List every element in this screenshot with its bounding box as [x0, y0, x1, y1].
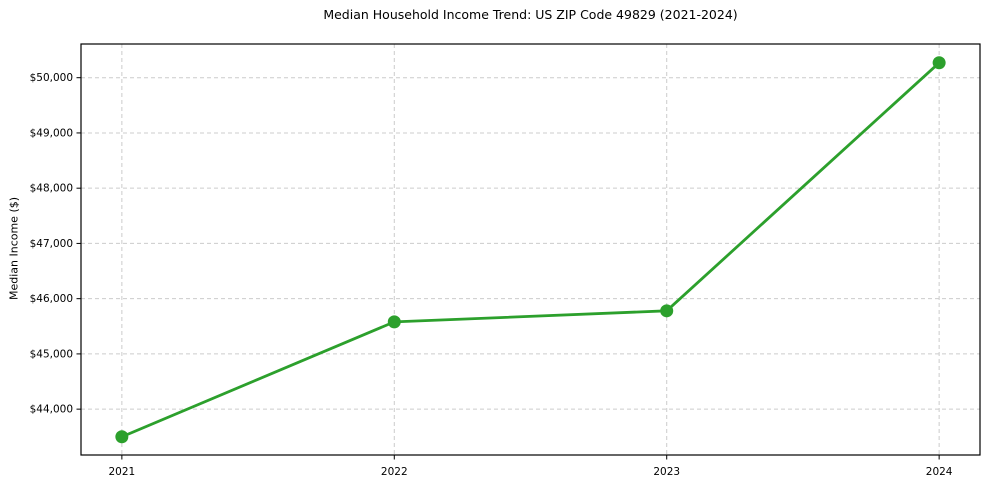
plot-frame — [80, 43, 981, 456]
x-tick-label: 2022 — [381, 466, 408, 478]
x-tick-label: 2024 — [926, 466, 953, 478]
y-tick-label: $44,000 — [30, 404, 73, 416]
data-point-marker — [660, 304, 674, 318]
y-tick-label: $47,000 — [30, 238, 73, 250]
y-tick-label: $46,000 — [30, 293, 73, 305]
y-tick-label: $49,000 — [30, 127, 73, 139]
y-tick-label: $50,000 — [30, 72, 73, 84]
income-trend-line — [120, 61, 941, 439]
y-tick-label: $48,000 — [30, 183, 73, 195]
x-tick-label: 2021 — [108, 466, 135, 478]
x-tick-label: 2023 — [653, 466, 680, 478]
data-point-marker — [387, 315, 401, 329]
data-point-marker — [115, 430, 129, 444]
data-point-marker — [932, 56, 946, 70]
chart-title: Median Household Income Trend: US ZIP Co… — [323, 7, 738, 22]
y-tick-label: $45,000 — [30, 348, 73, 360]
